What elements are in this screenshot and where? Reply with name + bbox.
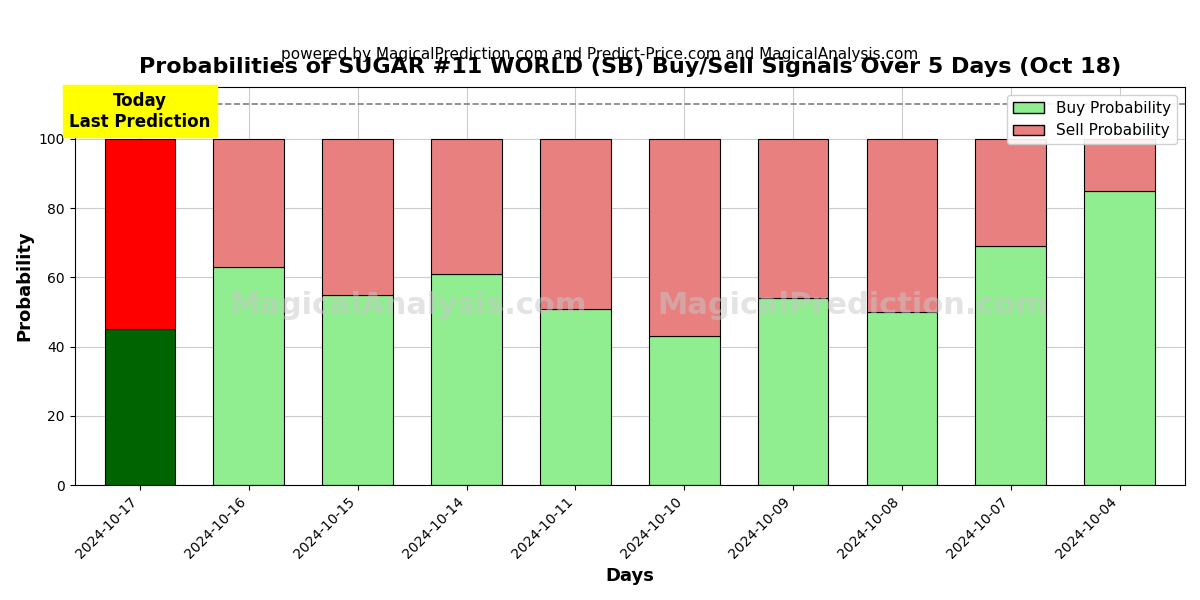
Text: powered by MagicalPrediction.com and Predict-Price.com and MagicalAnalysis.com: powered by MagicalPrediction.com and Pre… xyxy=(281,46,919,61)
Bar xyxy=(431,139,502,274)
Bar xyxy=(1085,191,1156,485)
Bar xyxy=(214,267,284,485)
Bar xyxy=(866,139,937,312)
Bar xyxy=(431,274,502,485)
Bar xyxy=(757,298,828,485)
Text: MagicalPrediction.com: MagicalPrediction.com xyxy=(656,292,1046,320)
Bar xyxy=(976,139,1046,246)
Bar xyxy=(649,139,720,336)
Legend: Buy Probability, Sell Probability: Buy Probability, Sell Probability xyxy=(1007,95,1177,145)
Text: MagicalAnalysis.com: MagicalAnalysis.com xyxy=(229,292,587,320)
Bar xyxy=(649,336,720,485)
Bar xyxy=(214,139,284,267)
Y-axis label: Probability: Probability xyxy=(16,230,34,341)
Title: Probabilities of SUGAR #11 WORLD (SB) Buy/Sell Signals Over 5 Days (Oct 18): Probabilities of SUGAR #11 WORLD (SB) Bu… xyxy=(139,57,1121,77)
Bar xyxy=(323,295,394,485)
Bar xyxy=(976,246,1046,485)
Bar xyxy=(104,329,175,485)
Bar xyxy=(104,139,175,329)
Bar xyxy=(540,139,611,308)
Bar xyxy=(540,308,611,485)
Bar xyxy=(866,312,937,485)
Bar xyxy=(757,139,828,298)
Bar xyxy=(323,139,394,295)
Bar xyxy=(1085,139,1156,191)
X-axis label: Days: Days xyxy=(605,567,654,585)
Text: Today
Last Prediction: Today Last Prediction xyxy=(70,92,211,131)
